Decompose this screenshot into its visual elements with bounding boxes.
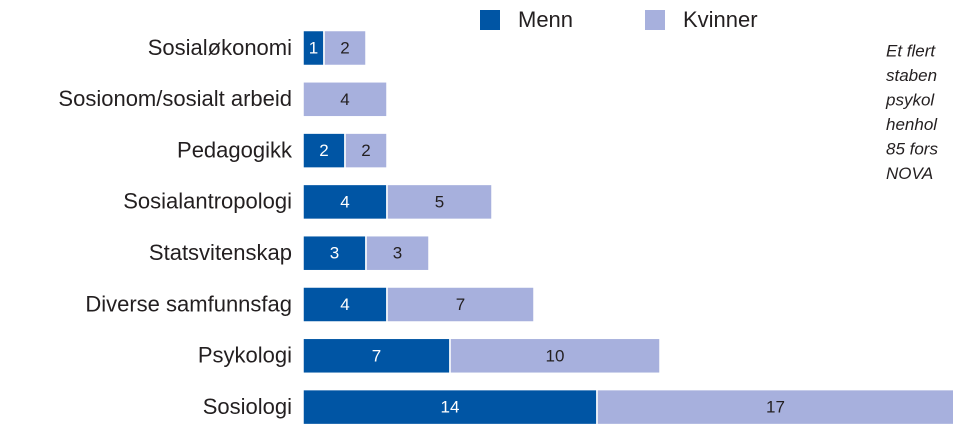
bar-segment: [323, 29, 367, 67]
annotation: staben: [886, 66, 937, 85]
bar-segment: [302, 183, 388, 221]
value-label: 10: [546, 346, 565, 365]
value-label: 2: [340, 38, 349, 57]
bar-segment: [386, 286, 535, 323]
value-label: 3: [330, 244, 339, 263]
legend-swatch: [645, 10, 665, 30]
value-label: 1: [309, 38, 318, 57]
value-label: 4: [340, 295, 349, 314]
category-label: Psykologi: [198, 343, 292, 368]
category-label: Sosionom/sosialt arbeid: [58, 86, 292, 111]
value-label: 17: [766, 398, 785, 417]
legend-label: Menn: [518, 7, 573, 32]
annotation: psykol: [885, 90, 935, 109]
bar-segment: [302, 337, 451, 375]
annotation: NOVA: [886, 164, 933, 183]
value-label: 2: [361, 141, 370, 160]
category-label: Pedagogikk: [177, 137, 293, 162]
bar-segment: [449, 337, 661, 375]
value-label: 5: [435, 192, 444, 211]
bar-segment: [302, 132, 346, 169]
annotation: 85 fors: [886, 139, 938, 158]
legend-label: Kvinner: [683, 7, 758, 32]
value-label: 4: [340, 192, 349, 211]
annotation: henhol: [886, 115, 938, 134]
category-label: Sosialantropologi: [123, 189, 292, 214]
bar-segment: [302, 388, 598, 424]
bar-segment: [386, 183, 493, 221]
value-label: 2: [319, 141, 328, 160]
bar-segment: [365, 234, 430, 272]
legend-swatch: [480, 10, 500, 30]
category-label: Diverse samfunnsfag: [85, 291, 292, 316]
category-label: Sosialøkonomi: [148, 35, 292, 60]
category-label: Sosiologi: [203, 394, 292, 419]
annotation: Et flert: [886, 41, 936, 60]
value-label: 3: [393, 244, 402, 263]
value-label: 7: [456, 295, 465, 314]
value-label: 14: [441, 398, 460, 417]
category-label: Statsvitenskap: [149, 240, 292, 265]
bar-segment: [302, 81, 388, 118]
bar-segment: [344, 132, 388, 169]
bar-segment: [596, 388, 953, 424]
value-label: 7: [372, 346, 381, 365]
bar-segment: [302, 286, 388, 323]
value-label: 4: [340, 90, 349, 109]
